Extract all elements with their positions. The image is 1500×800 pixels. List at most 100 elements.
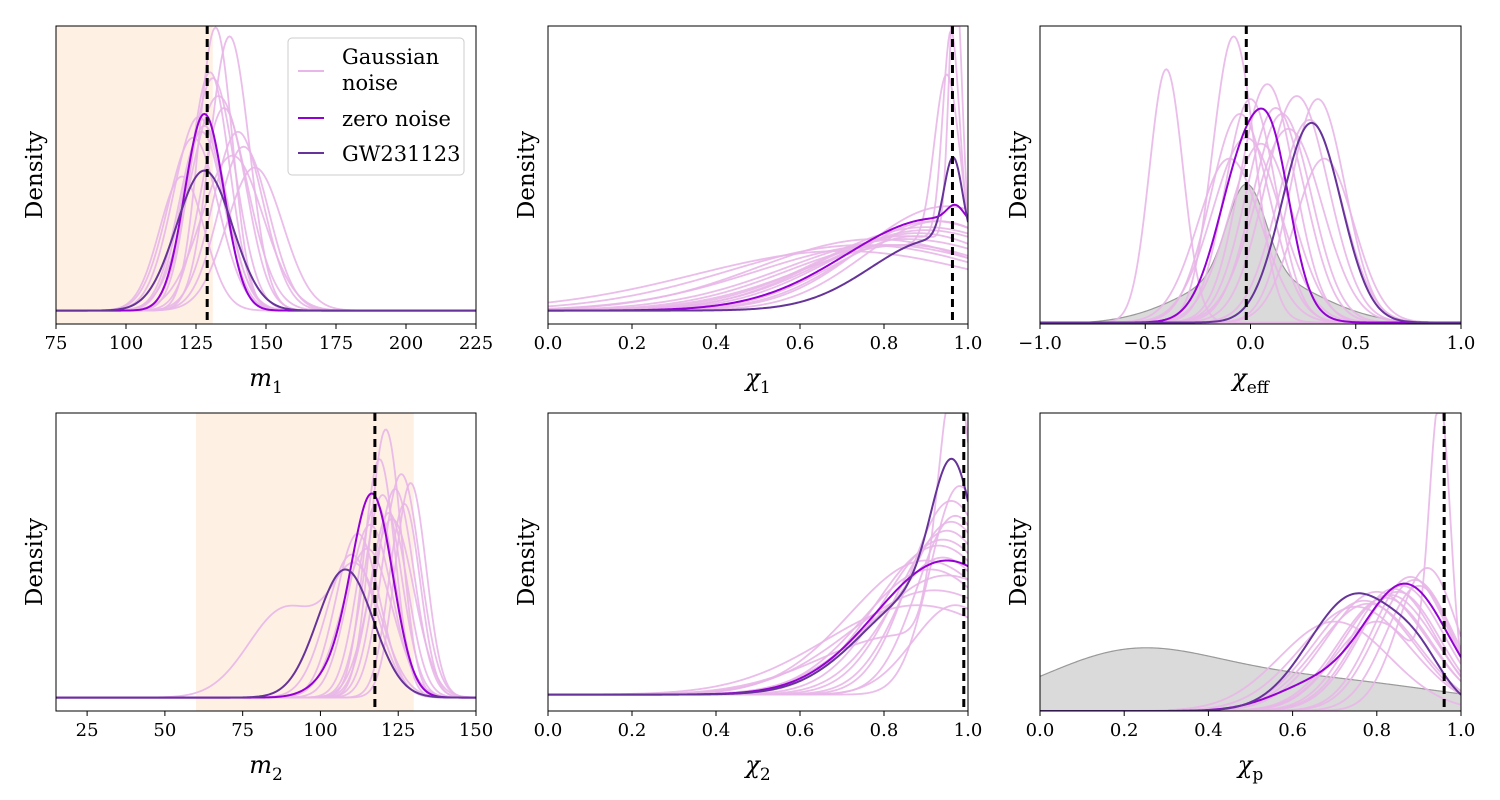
gw231123-curve-m2 <box>56 568 476 699</box>
x-tick-label-m2-3: 100 <box>303 720 337 741</box>
x-axis-label-chip: χp <box>1236 751 1264 785</box>
gaussian-noise-curve-chi2-9 <box>548 520 968 696</box>
x-tick-label-chi1-5: 1.0 <box>954 333 983 354</box>
x-tick-label-chi2-5: 1.0 <box>954 720 983 741</box>
x-tick-label-chip-5: 1.0 <box>1447 720 1476 741</box>
x-tick-label-chi2-1: 0.2 <box>618 720 647 741</box>
plot-area-chieff <box>1040 26 1461 324</box>
y-axis-label-m2: Density <box>22 518 48 606</box>
y-axis-label-chip: Density <box>1006 518 1032 606</box>
x-tick-label-chieff-0: −1.0 <box>1018 333 1062 354</box>
gaussian-noise-curve-chi1-1 <box>548 28 968 312</box>
y-axis-label-chi2: Density <box>514 518 540 606</box>
x-tick-label-m1-0: 75 <box>45 333 68 354</box>
axes-frame-chip <box>1039 412 1462 712</box>
x-tick-label-m1-4: 175 <box>319 333 353 354</box>
gw231123-curve-chi1 <box>548 156 968 312</box>
subplot-chip: 0.0 0.2 0.4 0.6 0.8 1.0 Density χp <box>1006 412 1476 785</box>
gaussian-noise-curve-chip-1 <box>1040 584 1461 711</box>
x-tick-label-m1-1: 100 <box>109 333 143 354</box>
x-tick-label-chieff-1: −0.5 <box>1123 333 1167 354</box>
x-tick-label-m1-2: 125 <box>179 333 213 354</box>
x-tick-label-m2-0: 25 <box>76 720 99 741</box>
gw231123-curve-m1 <box>56 169 476 312</box>
zero-noise-curve-chi1 <box>548 203 968 312</box>
x-axis-label-m2: m2 <box>249 751 283 785</box>
x-tick-label-chip-2: 0.4 <box>1194 720 1223 741</box>
gw231123-curve-chieff <box>1040 121 1461 324</box>
gaussian-noise-curve-chi1-13 <box>548 244 968 312</box>
subplot-m2: 25 50 75 100 125 150 Density m2 <box>22 412 493 785</box>
x-tick-label-chieff-3: 0.5 <box>1341 333 1370 354</box>
subplot-chi1: 0.0 0.2 0.4 0.6 0.8 1.0 Density χ1 <box>514 25 983 398</box>
gaussian-noise-curve-chip-10 <box>1040 593 1461 711</box>
axes-frame-chi2 <box>547 412 969 712</box>
x-axis-label-chi1: χ1 <box>743 364 770 398</box>
x-tick-label-chi1-0: 0.0 <box>534 333 563 354</box>
x-tick-label-m2-2: 75 <box>231 720 254 741</box>
y-axis-label-chieff: Density <box>1006 131 1032 219</box>
x-tick-label-m1-3: 150 <box>249 333 283 354</box>
plot-area-m1 <box>56 26 476 324</box>
plot-area-chip <box>1040 413 1461 711</box>
axes-frame-chi1 <box>547 25 969 325</box>
prior-line-chip <box>1040 647 1461 695</box>
x-tick-label-m2-1: 50 <box>153 720 176 741</box>
plot-area-chi1 <box>548 26 968 324</box>
gaussian-noise-curve-chi2-1 <box>548 500 968 696</box>
x-tick-label-chip-3: 0.6 <box>1278 720 1307 741</box>
x-tick-label-chi2-3: 0.6 <box>786 720 815 741</box>
subplot-chieff: −1.0 −0.5 0.0 0.5 1.0 Density χeff <box>1006 25 1476 398</box>
gaussian-noise-curve-chi1-5 <box>548 238 968 311</box>
x-tick-label-chi1-2: 0.4 <box>702 333 731 354</box>
gaussian-noise-curve-chi2-11 <box>548 574 968 696</box>
gw231123-curve-chip <box>1040 592 1461 711</box>
x-axis-label-m1: m1 <box>249 364 283 398</box>
axes-frame-m2 <box>55 412 477 712</box>
x-tick-label-chip-0: 0.0 <box>1026 720 1055 741</box>
legend-label-2: GW231123 <box>342 142 461 166</box>
x-tick-label-m1-6: 225 <box>459 333 493 354</box>
prior-fill-chieff <box>1040 184 1461 324</box>
x-tick-label-chi2-2: 0.4 <box>702 720 731 741</box>
legend-box <box>287 37 465 176</box>
x-tick-label-m1-5: 200 <box>389 333 423 354</box>
band-m2 <box>196 413 414 711</box>
legend-label-1: zero noise <box>342 107 451 131</box>
gaussian-noise-curve-chi1-9 <box>548 244 968 308</box>
gaussian-noise-curve-chip-7 <box>1040 590 1461 711</box>
legend-label-0-line2: noise <box>342 71 398 95</box>
x-tick-label-chi2-0: 0.0 <box>534 720 563 741</box>
x-tick-label-chip-1: 0.2 <box>1110 720 1139 741</box>
x-tick-label-chi1-3: 0.6 <box>786 333 815 354</box>
y-axis-label-chi1: Density <box>514 131 540 219</box>
plot-area-chi2 <box>548 413 968 711</box>
x-tick-label-chip-4: 0.8 <box>1362 720 1391 741</box>
legend-label-0-line1: Gaussian <box>342 45 439 69</box>
gaussian-noise-curve-chip-6 <box>1040 567 1461 711</box>
x-axis-label-chieff: χeff <box>1230 364 1271 398</box>
gaussian-noise-curve-chi1-12 <box>548 250 968 304</box>
gaussian-noise-curve-chi1-11 <box>548 205 968 312</box>
y-axis-label-m1: Density <box>22 131 48 219</box>
x-tick-label-chi1-4: 0.8 <box>870 333 899 354</box>
x-tick-label-chi2-4: 0.8 <box>870 720 899 741</box>
gaussian-noise-curve-chip-9 <box>1040 605 1461 711</box>
x-tick-label-chieff-2: 0.0 <box>1236 333 1265 354</box>
prior-fill-chip <box>1040 647 1461 711</box>
subplot-chi2: 0.0 0.2 0.4 0.6 0.8 1.0 Density χ2 <box>514 412 983 785</box>
gw231123-curve-chi2 <box>548 457 968 696</box>
x-tick-label-chieff-4: 1.0 <box>1447 333 1476 354</box>
subplot-m1: 75 100 125 150 175 200 225 Density m1 Gaussiannoi… <box>22 25 493 398</box>
x-tick-label-chi1-1: 0.2 <box>618 333 647 354</box>
gaussian-noise-curve-chi1-2 <box>548 73 968 312</box>
gaussian-noise-curve-chi1-14 <box>548 238 968 311</box>
gaussian-noise-curve-chi2-7 <box>548 538 968 696</box>
x-tick-label-m2-4: 125 <box>381 720 415 741</box>
x-axis-label-chi2: χ2 <box>743 751 770 785</box>
x-tick-label-m2-5: 150 <box>459 720 493 741</box>
gaussian-noise-curve-chi2-2 <box>548 529 968 696</box>
plot-area-m2 <box>56 413 476 711</box>
